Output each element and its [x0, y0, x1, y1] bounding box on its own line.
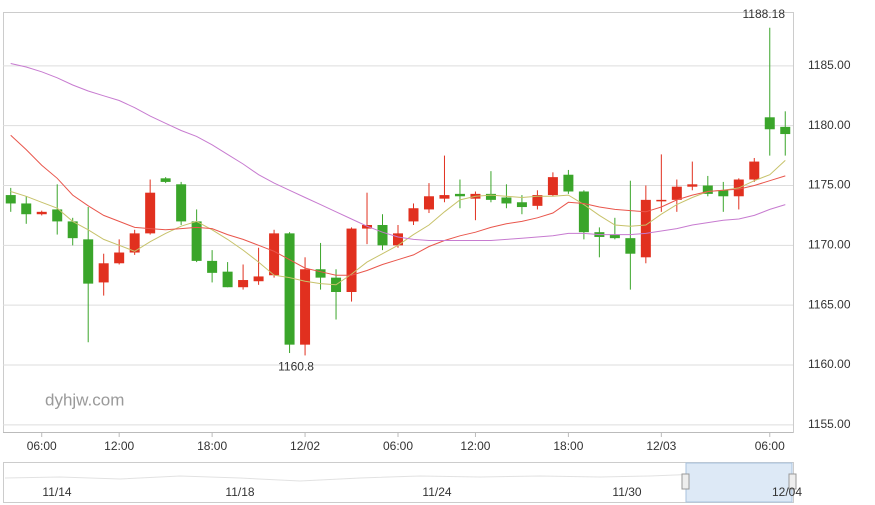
x-tick-label: 18:00	[197, 439, 227, 453]
candle-body	[625, 238, 636, 254]
candle-body	[439, 195, 450, 199]
candle-body	[129, 233, 140, 253]
candle-body	[749, 161, 760, 180]
y-tick-label: 1165.00	[808, 297, 851, 311]
min-label: 1160.8	[278, 360, 314, 374]
candle-body	[5, 195, 16, 204]
candle-body	[222, 271, 233, 288]
candle-body	[656, 199, 667, 202]
candle-body	[21, 203, 32, 215]
candle-body	[145, 192, 156, 234]
candle-body	[315, 269, 326, 278]
y-tick-label: 1185.00	[808, 58, 851, 72]
candle-body	[377, 224, 388, 246]
candle-body	[36, 211, 47, 215]
candle-body	[207, 260, 218, 273]
candle-body	[67, 221, 78, 239]
candle-body	[718, 190, 729, 197]
candle-body	[408, 208, 419, 222]
candle-body	[238, 280, 249, 288]
candle-body	[83, 239, 94, 284]
candle-body	[284, 233, 295, 345]
navigator-window[interactable]	[685, 462, 793, 503]
navigator-handle[interactable]	[681, 473, 690, 490]
y-tick-label: 1175.00	[808, 178, 851, 192]
watermark: dyhjw.com	[45, 390, 124, 409]
candle-body	[423, 196, 434, 210]
x-tick-label: 18:00	[553, 439, 583, 453]
navigator-label: 11/24	[422, 485, 451, 499]
y-tick-label: 1160.00	[808, 357, 851, 371]
navigator-line	[4, 469, 791, 482]
candle-body	[609, 234, 620, 239]
x-tick-label: 12/02	[290, 439, 320, 453]
x-tick-label: 06:00	[27, 439, 57, 453]
candle-body	[362, 224, 373, 229]
candle-body	[454, 193, 465, 197]
x-tick-label: 06:00	[383, 439, 413, 453]
candle-body	[98, 263, 109, 283]
navigator-label: 11/14	[42, 485, 71, 499]
navigator-label: 11/30	[612, 485, 641, 499]
candle-body	[671, 186, 682, 200]
candle-body	[764, 117, 775, 130]
candle-body	[516, 202, 527, 208]
moving-average-line	[10, 63, 786, 241]
candle-body	[114, 252, 125, 264]
candle-body	[485, 193, 496, 200]
candle-body	[191, 221, 202, 261]
candle-body	[52, 209, 63, 222]
y-tick-label: 1180.00	[808, 118, 851, 132]
moving-average-line	[10, 160, 786, 286]
navigator-handle[interactable]	[788, 473, 797, 490]
candle-body	[269, 233, 280, 276]
candle-body	[176, 184, 187, 222]
max-label: 1188.18	[743, 7, 786, 21]
candle-body	[253, 276, 264, 282]
navigator-label: 12/04	[772, 485, 802, 499]
candle-body	[346, 228, 357, 292]
candle-body	[563, 174, 574, 192]
x-tick-label: 12:00	[104, 439, 134, 453]
candle-body	[501, 197, 512, 204]
y-tick-label: 1170.00	[808, 238, 851, 252]
x-tick-label: 06:00	[755, 439, 785, 453]
y-tick-label: 1155.00	[808, 417, 851, 431]
candle-body	[578, 191, 589, 233]
navigator-label: 11/18	[225, 485, 254, 499]
candle-body	[160, 178, 171, 182]
navigator-frame	[3, 462, 794, 503]
candle-body	[300, 269, 311, 345]
candle-body	[687, 184, 698, 187]
candle-body	[702, 185, 713, 194]
candle-body	[780, 126, 791, 135]
x-tick-label: 12:00	[460, 439, 490, 453]
x-tick-label: 12/03	[646, 439, 676, 453]
candle-body	[547, 177, 558, 196]
candle-body	[532, 195, 543, 206]
candle-body	[640, 199, 651, 258]
candle-body	[393, 233, 403, 246]
moving-average-line	[10, 134, 786, 276]
